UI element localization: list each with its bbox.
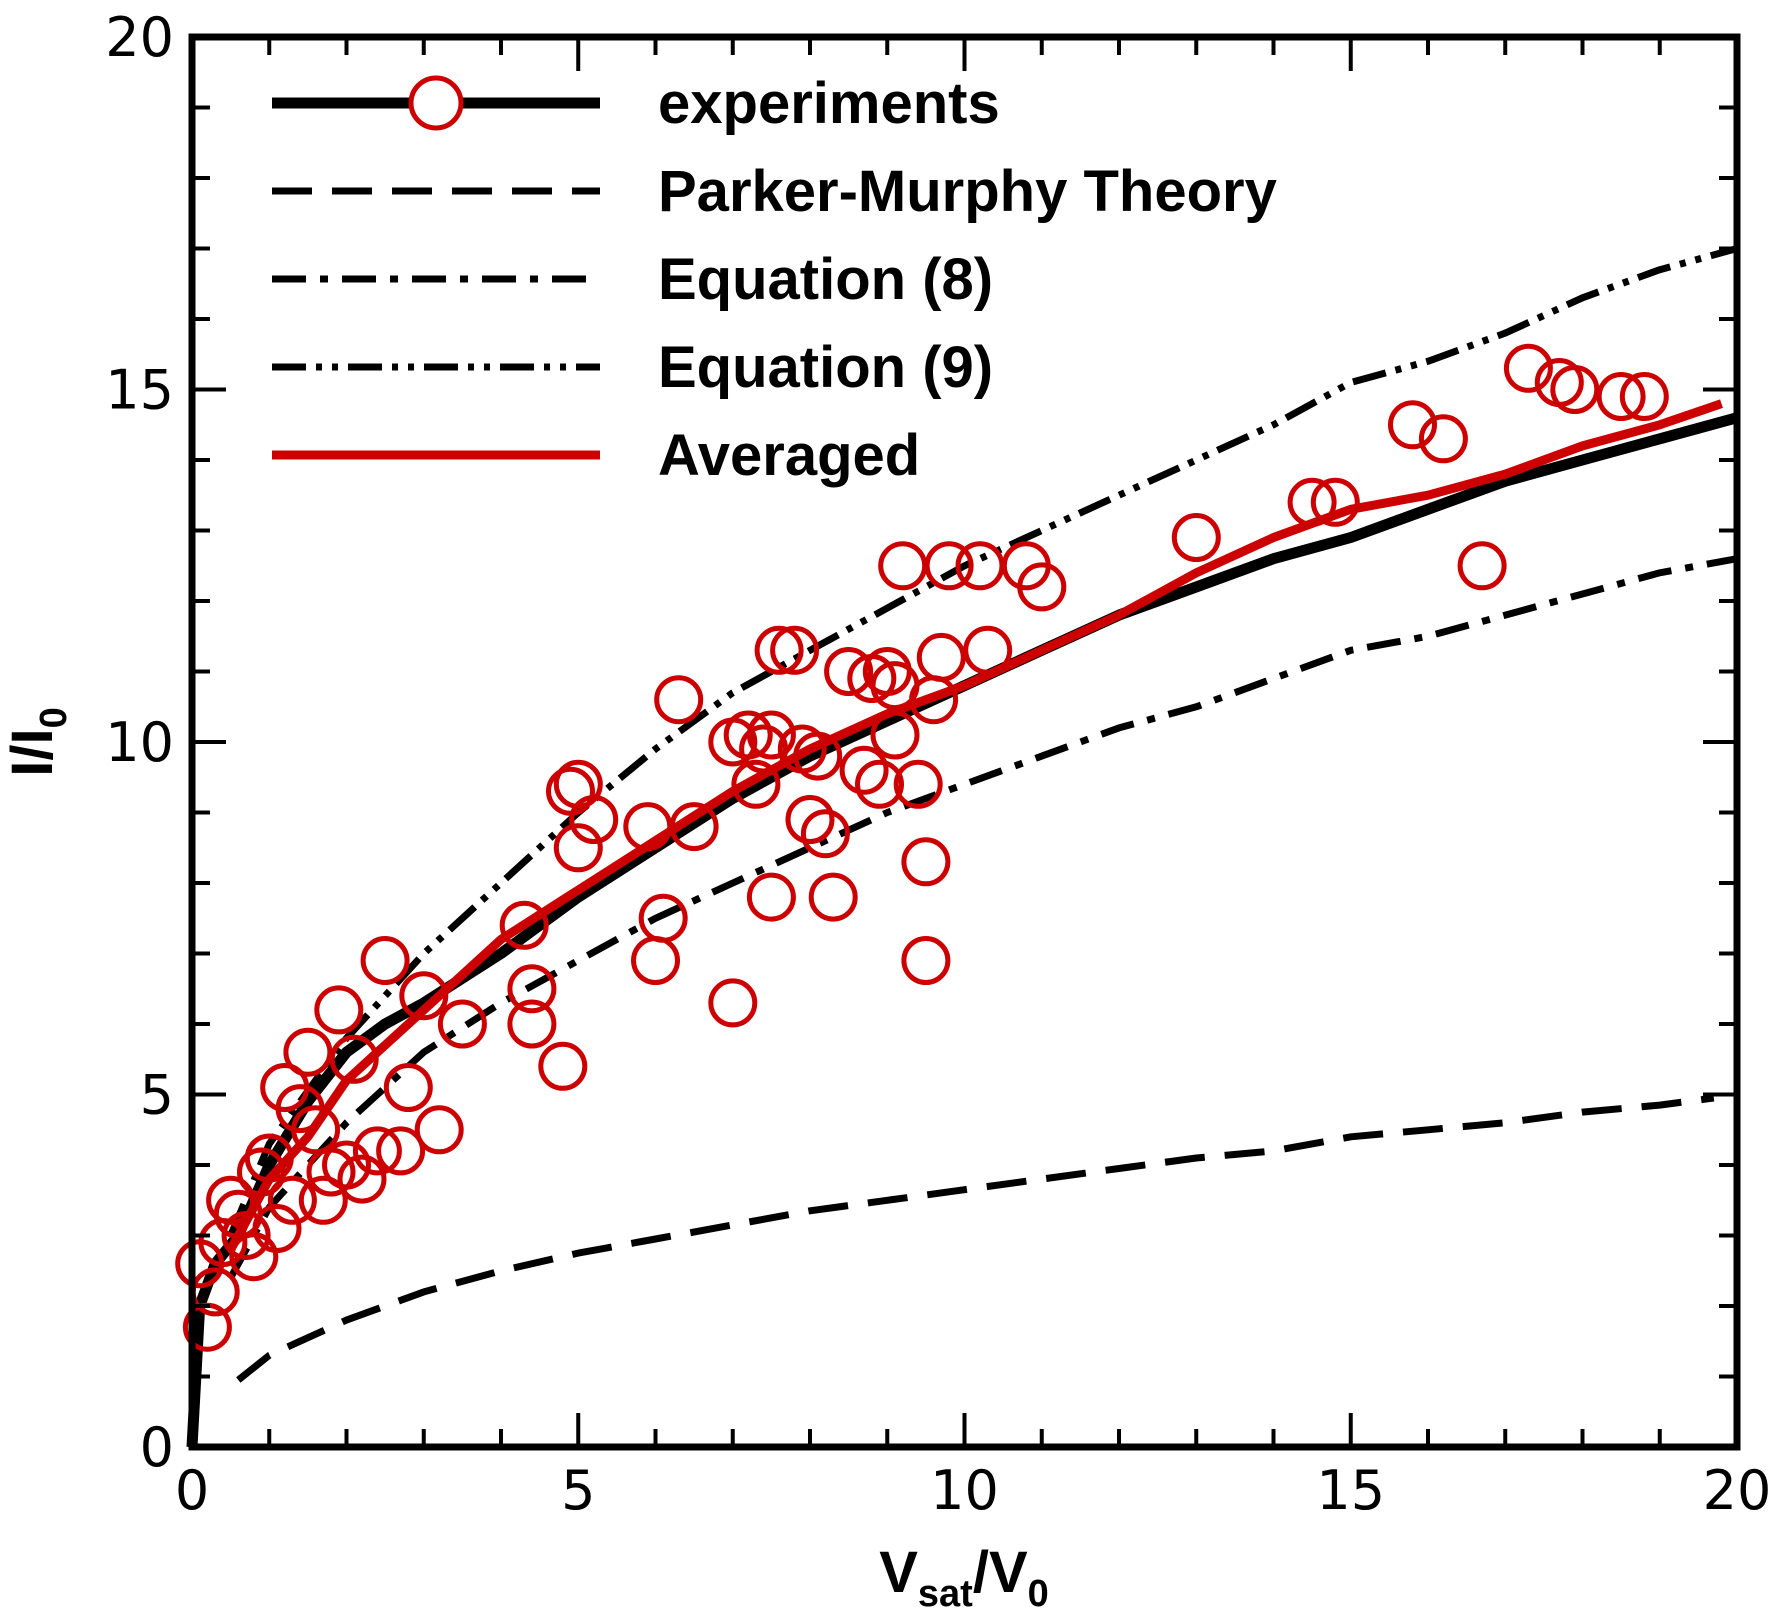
legend-label-experiments: experiments xyxy=(658,71,1000,136)
data-point xyxy=(793,731,843,781)
data-point xyxy=(507,999,557,1049)
data-point xyxy=(1596,372,1646,421)
legend-marker-circle xyxy=(408,75,464,131)
data-point xyxy=(1457,541,1507,591)
x-tick-label: 10 xyxy=(930,1459,999,1522)
data-point xyxy=(855,759,904,809)
data-point xyxy=(314,985,364,1035)
data-point xyxy=(901,936,951,985)
data-point xyxy=(507,964,557,1014)
y-axis-label: I/I0 xyxy=(0,707,75,776)
data-point xyxy=(669,802,719,852)
legend-label-parker-murphy-theory: Parker-Murphy Theory xyxy=(658,159,1277,224)
series-line-equation-8 xyxy=(227,555,1738,1280)
data-point xyxy=(267,1175,317,1225)
data-point xyxy=(1310,477,1360,527)
data-point xyxy=(1503,343,1553,393)
data-point xyxy=(1388,400,1437,450)
data-point xyxy=(1550,365,1600,414)
data-point xyxy=(638,893,688,943)
y-tick-label: 5 xyxy=(140,1064,174,1127)
data-point xyxy=(1171,513,1221,562)
series-line-averaged xyxy=(226,399,1723,1252)
data-point xyxy=(569,795,619,844)
data-point xyxy=(808,872,858,922)
data-point xyxy=(824,647,874,696)
scatter-layer xyxy=(175,343,1669,1352)
data-point xyxy=(870,710,920,760)
data-point xyxy=(538,1041,588,1091)
data-point xyxy=(337,1154,387,1204)
data-point xyxy=(1418,414,1468,464)
data-point xyxy=(283,1027,333,1077)
data-point xyxy=(376,1126,426,1176)
series-line-equation-9 xyxy=(227,245,1738,1237)
data-point xyxy=(800,809,850,859)
series-line-parker-murphy-theory xyxy=(236,1094,1715,1383)
data-point xyxy=(839,745,889,795)
x-tick-label: 20 xyxy=(1703,1459,1772,1522)
data-point xyxy=(360,936,410,985)
y-tick-label: 0 xyxy=(140,1416,174,1479)
data-point xyxy=(654,675,704,725)
data-point xyxy=(731,759,781,809)
data-point xyxy=(878,541,928,591)
data-point xyxy=(785,795,835,844)
y-tick-label: 20 xyxy=(105,6,174,69)
legend-label-equation-9: Equation (9) xyxy=(658,335,993,400)
data-point xyxy=(708,978,758,1028)
legend: experiments Parker-Murphy Theory Equation … xyxy=(272,71,1277,488)
x-tick-label: 5 xyxy=(561,1459,595,1522)
data-point xyxy=(746,872,796,922)
tick-layer: 0 5 10 15 20 0 5 10 15 20 xyxy=(105,6,1771,1522)
data-point xyxy=(1619,372,1669,421)
data-point xyxy=(329,1034,379,1084)
data-point xyxy=(399,971,449,1021)
data-point xyxy=(291,1105,341,1155)
legend-label-equation-8: Equation (8) xyxy=(658,247,993,312)
y-tick-label: 15 xyxy=(105,359,174,422)
data-point xyxy=(414,1105,464,1155)
data-point xyxy=(553,823,603,873)
data-point xyxy=(723,710,773,760)
data-point xyxy=(298,1175,348,1225)
data-point xyxy=(924,541,974,591)
data-point xyxy=(1287,477,1337,527)
x-axis-label: Vsat/V0 xyxy=(879,1540,1049,1615)
data-point xyxy=(770,625,820,675)
data-point xyxy=(383,1063,433,1112)
data-point xyxy=(252,1204,302,1253)
x-tick-label: 15 xyxy=(1316,1459,1385,1522)
x-tick-label: 0 xyxy=(175,1459,209,1522)
data-point xyxy=(1017,562,1067,612)
data-point xyxy=(893,759,943,809)
data-point xyxy=(352,1126,402,1176)
data-point xyxy=(754,625,804,675)
data-point xyxy=(916,632,966,682)
data-point xyxy=(963,625,1013,675)
legend-label-averaged: Averaged xyxy=(658,423,920,488)
data-point xyxy=(221,1211,271,1260)
data-point xyxy=(901,837,951,887)
data-point xyxy=(499,900,549,950)
series-layer xyxy=(186,245,1739,1448)
data-point xyxy=(631,936,680,985)
data-point xyxy=(437,999,487,1049)
data-point xyxy=(322,1140,371,1190)
y-tick-label: 10 xyxy=(105,711,174,774)
data-point xyxy=(746,710,796,760)
data-point xyxy=(244,1133,294,1183)
